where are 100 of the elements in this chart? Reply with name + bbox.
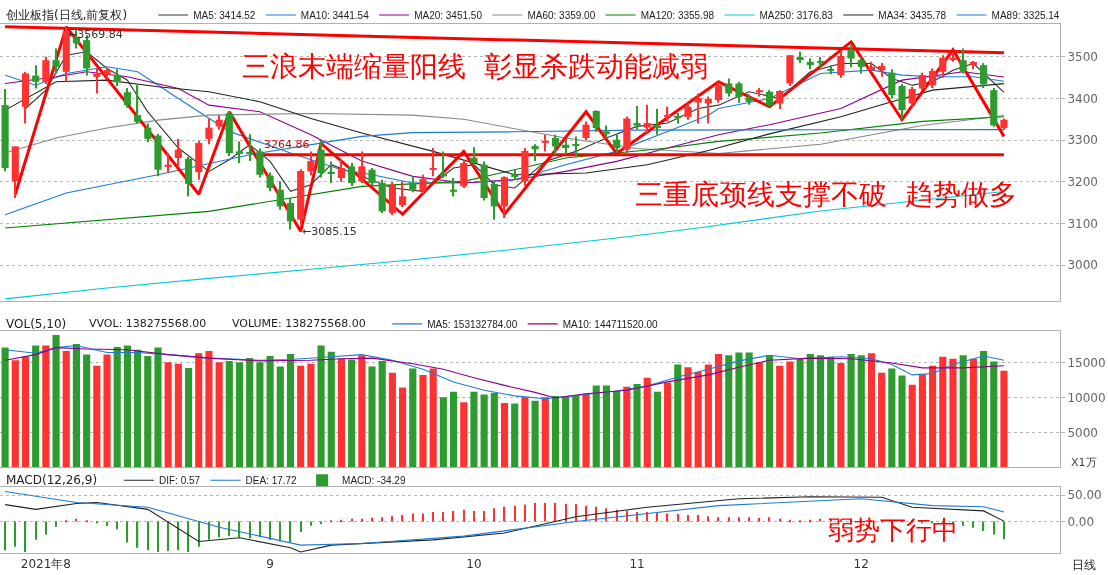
bar xyxy=(714,353,723,468)
bar xyxy=(728,517,730,522)
candlestick xyxy=(246,134,254,161)
bar xyxy=(493,508,495,522)
bar xyxy=(949,358,957,468)
bar xyxy=(164,362,172,468)
bar xyxy=(554,503,557,522)
bar xyxy=(684,367,692,468)
bar xyxy=(725,355,733,468)
bar xyxy=(704,364,712,468)
bar xyxy=(123,345,131,468)
bar xyxy=(623,386,631,468)
bar xyxy=(266,356,274,468)
bar xyxy=(327,351,335,468)
bar xyxy=(799,520,801,523)
bar xyxy=(867,353,876,468)
bar xyxy=(276,366,284,468)
annotation: 弱势下行中 xyxy=(828,515,958,545)
bar xyxy=(126,521,129,543)
bar xyxy=(439,397,447,468)
chart-title: VOL(5,10) xyxy=(6,317,67,331)
bar xyxy=(707,516,709,522)
bar xyxy=(113,346,121,468)
bar xyxy=(952,521,954,524)
candlestick xyxy=(572,136,580,157)
chart-title: MACD(12,26,9) xyxy=(6,473,98,487)
bar xyxy=(677,514,679,522)
y-tick-label: 0.00 xyxy=(1067,514,1095,529)
bar xyxy=(931,521,934,524)
bar xyxy=(378,360,386,468)
candlestick xyxy=(327,161,335,184)
bar xyxy=(735,352,743,468)
bar xyxy=(544,503,546,522)
legend-label: MA89: 3325.14 xyxy=(991,9,1060,21)
bar xyxy=(602,385,611,468)
bar xyxy=(656,513,659,522)
bar xyxy=(480,394,488,468)
bar xyxy=(449,391,458,468)
line-series xyxy=(4,496,1005,553)
bar xyxy=(310,521,312,526)
bar xyxy=(368,366,376,468)
bar xyxy=(531,400,539,468)
y-tick-label: 3300 xyxy=(1067,133,1098,148)
legend-label: MA250: 3176.83 xyxy=(759,9,834,21)
candlestick xyxy=(429,148,437,177)
bar xyxy=(674,364,682,468)
bar xyxy=(643,377,651,468)
bar xyxy=(575,504,577,522)
bar xyxy=(300,521,302,532)
bar xyxy=(218,521,220,538)
bar xyxy=(86,520,88,523)
text: X1万 xyxy=(1071,456,1097,469)
bar xyxy=(857,355,865,468)
bar xyxy=(4,521,6,551)
bar xyxy=(755,362,763,468)
bar xyxy=(908,384,916,468)
bar xyxy=(633,384,641,468)
bar xyxy=(337,358,346,468)
legend-label: MA34: 3435.78 xyxy=(878,9,947,21)
bar xyxy=(429,368,437,468)
bar xyxy=(228,521,230,537)
bar xyxy=(215,362,223,468)
bar xyxy=(806,353,814,468)
bar xyxy=(388,372,396,468)
bar xyxy=(837,363,845,468)
bar xyxy=(979,351,988,468)
bar xyxy=(500,402,509,468)
bar xyxy=(358,355,366,468)
bar xyxy=(613,391,621,468)
x-tick-label: 9 xyxy=(266,557,274,572)
bar xyxy=(32,345,40,468)
bar xyxy=(11,360,19,468)
bar xyxy=(521,397,529,468)
bar xyxy=(246,358,254,468)
bar xyxy=(878,372,886,468)
legend-label: MACD: -34.29 xyxy=(342,475,406,487)
bar xyxy=(297,365,305,468)
x-tick-label: 2021年8 xyxy=(20,557,71,572)
text: VOLUME: 138275568.00 xyxy=(232,317,366,330)
bar xyxy=(65,520,67,523)
bar xyxy=(144,356,152,468)
y-tick-label: 3100 xyxy=(1067,216,1098,231)
bar xyxy=(103,354,111,468)
bar xyxy=(972,521,974,528)
bar xyxy=(269,521,271,540)
bar xyxy=(572,395,580,468)
bar xyxy=(1000,370,1008,468)
bar xyxy=(307,363,315,468)
bar xyxy=(225,360,233,468)
bar xyxy=(745,352,753,468)
bar xyxy=(52,335,60,468)
bar xyxy=(93,365,101,468)
bar xyxy=(14,521,16,547)
bar xyxy=(473,510,475,522)
bar xyxy=(348,359,356,468)
bar xyxy=(184,367,193,468)
bar xyxy=(235,362,244,468)
bar xyxy=(157,521,159,552)
y-tick-label: 3200 xyxy=(1067,174,1098,189)
bar xyxy=(35,521,37,540)
